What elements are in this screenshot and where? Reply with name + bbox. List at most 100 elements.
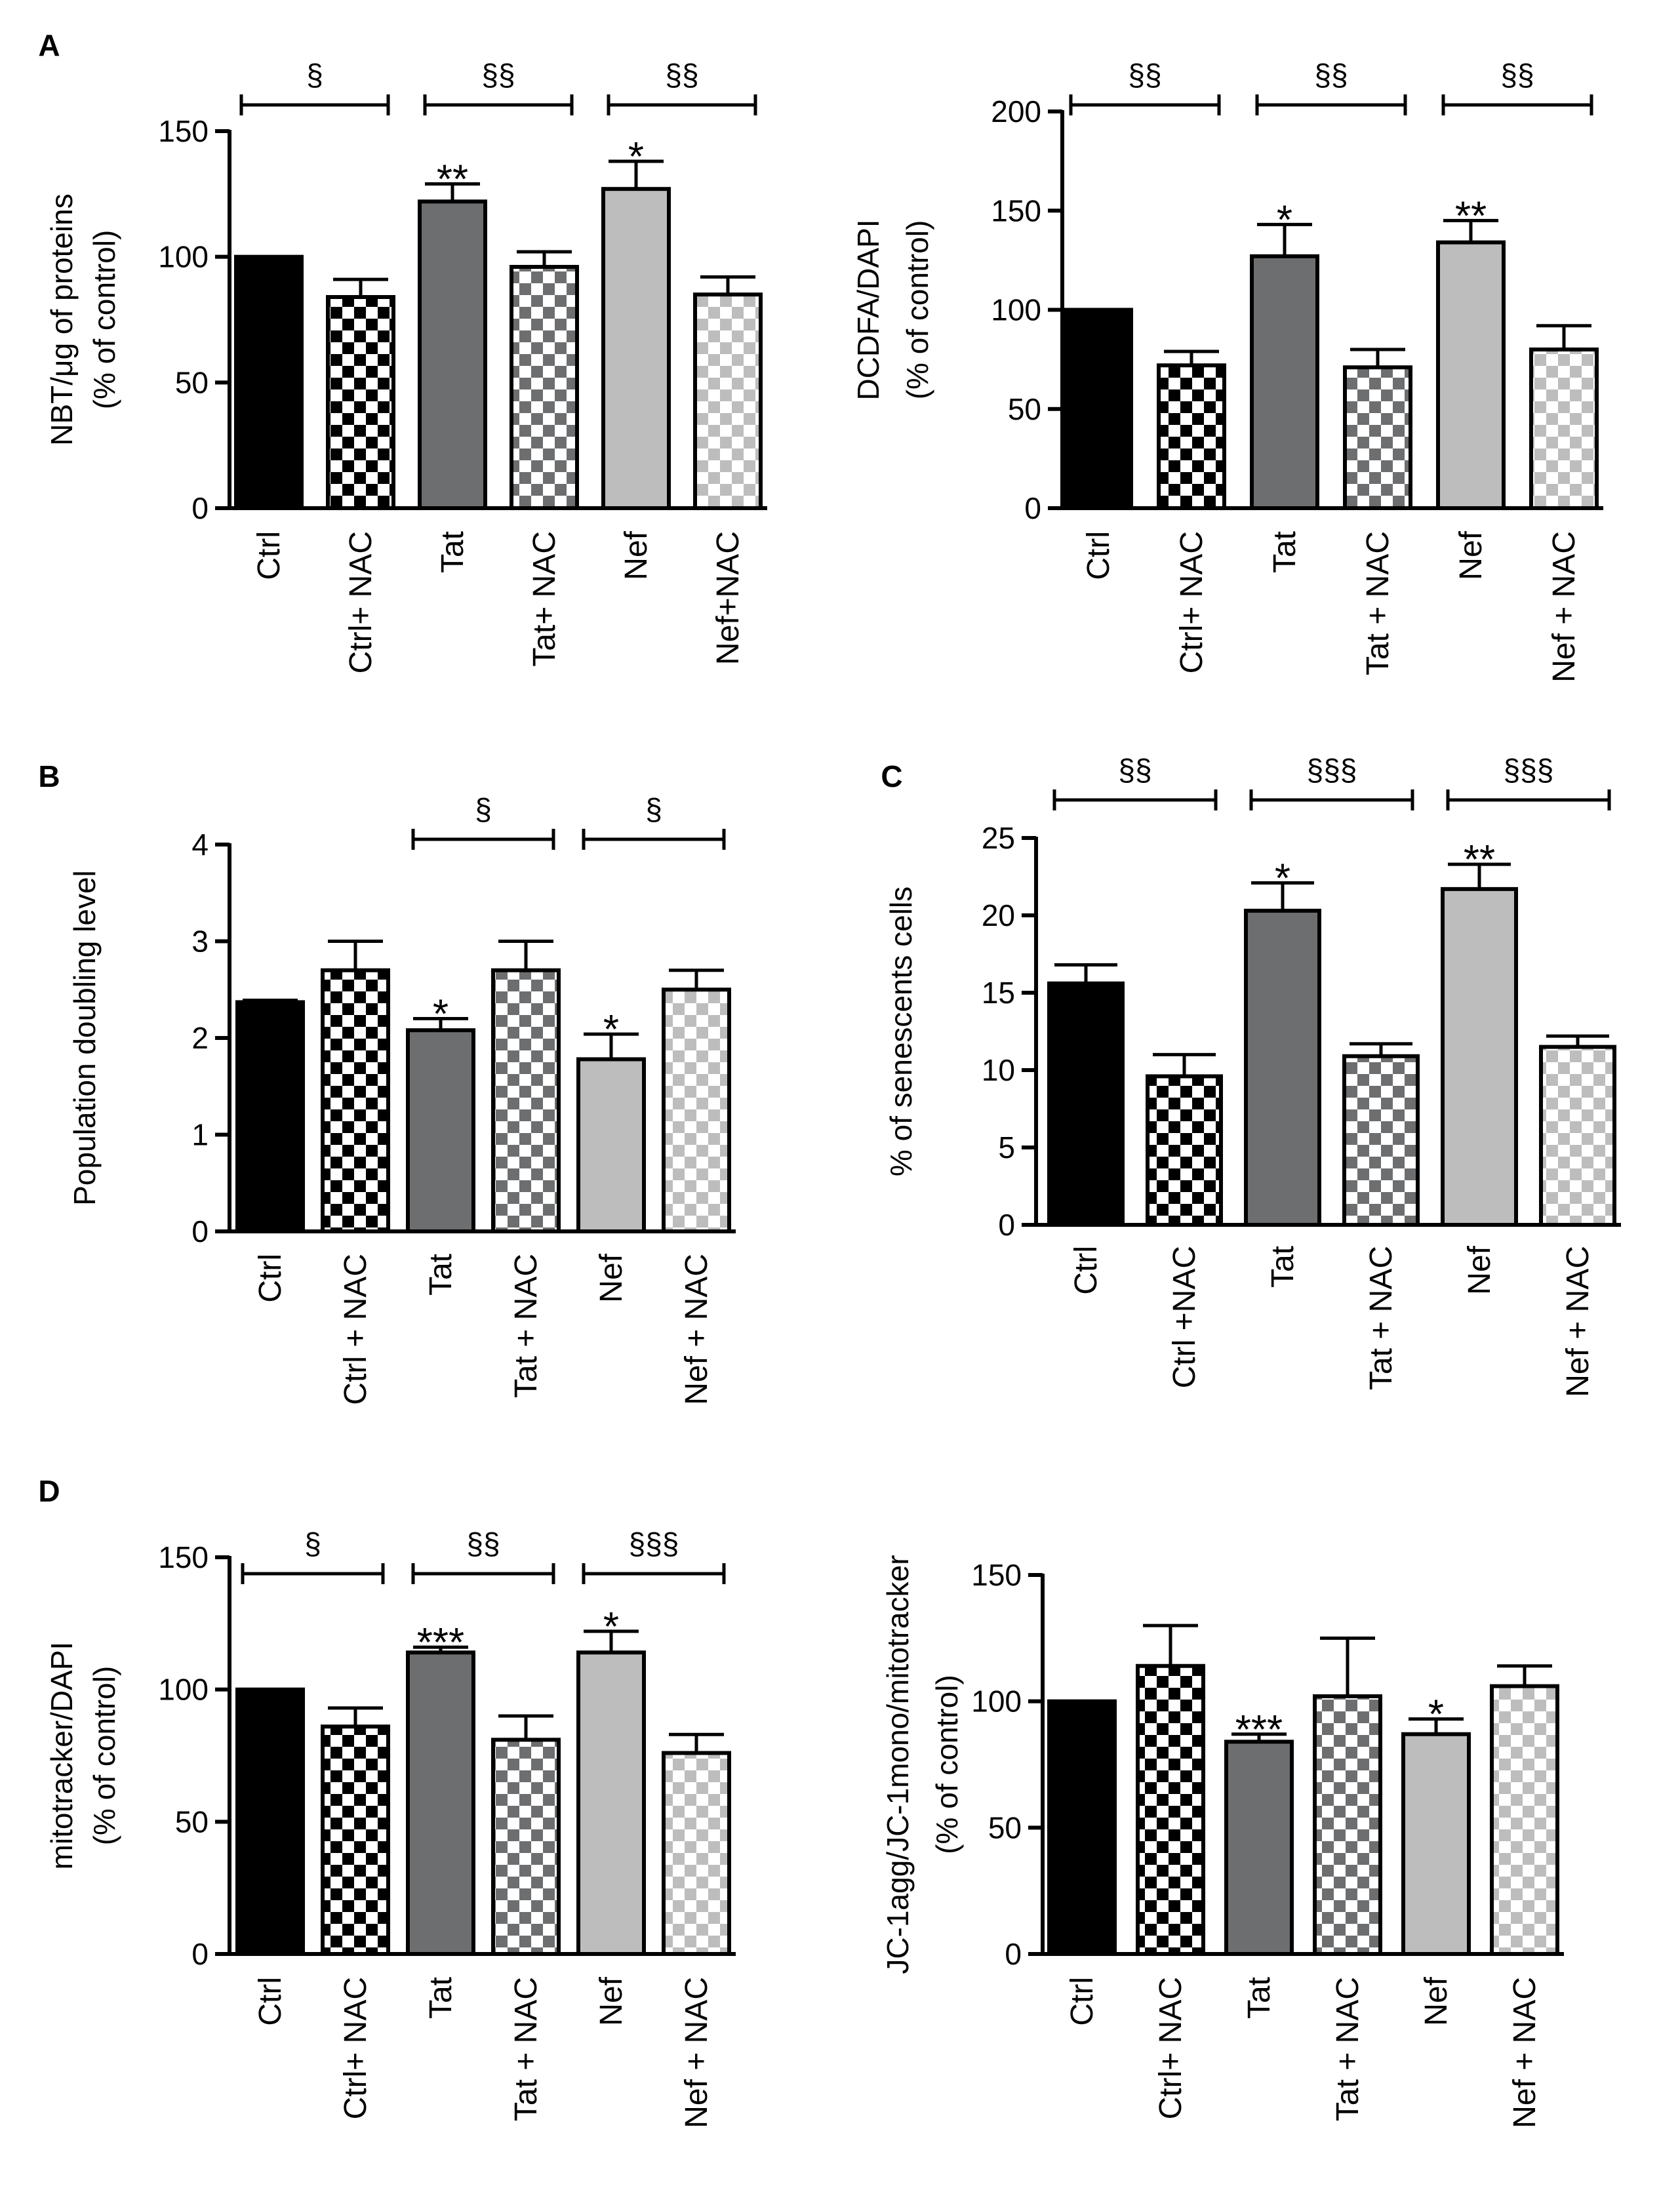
y-tick-label: 0	[191, 1937, 209, 1971]
y-axis-label: (% of control)	[900, 220, 934, 400]
x-category-label: Ctrl	[1065, 1977, 1100, 2026]
y-axis-label: DCDFA/DAPI	[851, 219, 885, 400]
y-tick-label: 100	[971, 1684, 1022, 1719]
y-tick-label: 4	[191, 827, 209, 862]
significance-star: **	[1464, 837, 1495, 883]
x-category-label: Tat + NAC	[1330, 1977, 1365, 2121]
bar	[1136, 1664, 1205, 1956]
x-category-label: Tat + NAC	[1361, 531, 1395, 675]
x-category-label: Nef + NAC	[1547, 531, 1582, 683]
bar	[601, 187, 671, 510]
bar	[406, 1028, 475, 1233]
significance-star: *	[603, 1007, 619, 1052]
bracket-label: §§	[665, 58, 698, 92]
bar	[326, 295, 395, 510]
x-category-label: Ctrl	[1069, 1246, 1104, 1295]
x-category-label: Nef	[1462, 1245, 1497, 1294]
bar	[1244, 908, 1321, 1227]
x-category-label: Tat	[1266, 1246, 1300, 1288]
bar	[491, 968, 561, 1233]
y-tick-label: 100	[991, 293, 1041, 327]
significance-star: *	[433, 992, 449, 1037]
x-category-label: Ctrl	[1081, 531, 1116, 580]
y-tick-label: 25	[982, 821, 1015, 855]
panel-letter: D	[38, 1474, 60, 1508]
bar	[510, 265, 579, 510]
y-axis-label: Population doubling level	[68, 870, 102, 1206]
bracket-label: §§§	[1307, 753, 1357, 787]
bracket-label: §§	[1118, 753, 1151, 787]
x-category-label: Nef + NAC	[1561, 1246, 1595, 1397]
bar	[234, 254, 304, 510]
x-category-label: Tat + NAC	[509, 1254, 544, 1398]
bar	[1343, 365, 1412, 510]
bracket-label: §	[645, 792, 662, 826]
y-tick-label: 100	[158, 240, 209, 274]
y-tick-label: 3	[191, 925, 209, 959]
x-category-label: Ctrl + NAC	[338, 1254, 373, 1405]
bracket-label: §	[306, 58, 323, 92]
bracket-label: §§	[1314, 58, 1348, 92]
bar	[235, 1687, 305, 1957]
panel-letter: B	[38, 759, 60, 793]
y-tick-label: 0	[998, 1208, 1015, 1242]
x-category-label: Nef	[1419, 1976, 1454, 2025]
x-category-label: Tat	[424, 1977, 458, 2019]
bar	[1436, 240, 1506, 510]
y-tick-label: 2	[191, 1021, 209, 1055]
y-tick-label: 0	[1005, 1937, 1022, 1971]
x-category-label: Tat	[1242, 1977, 1277, 2019]
x-category-label: Ctrl	[253, 1977, 288, 2026]
y-tick-label: 50	[175, 365, 209, 399]
bar	[1401, 1732, 1471, 1956]
bar	[1047, 1699, 1117, 1957]
bracket-label: §§	[481, 58, 515, 92]
bracket-label: §	[304, 1526, 321, 1561]
y-tick-label: 1	[191, 1118, 209, 1152]
x-category-label: Tat+ NAC	[527, 531, 562, 667]
bracket-label: §§§	[629, 1526, 679, 1561]
x-category-label: Nef+NAC	[711, 531, 746, 665]
x-category-label: Ctrl+ NAC	[338, 1977, 373, 2119]
y-tick-label: 100	[158, 1673, 209, 1707]
x-category-label: Nef	[1454, 530, 1489, 580]
chart-panel-5: D 0 50 100 150 mitotracker/DAPI (% of control)…	[38, 1474, 736, 2128]
x-category-label: Ctrl	[252, 531, 287, 580]
x-category-label: Nef + NAC	[1508, 1977, 1542, 2128]
significance-star: ***	[1235, 1707, 1283, 1753]
bracket-label: §§	[1500, 58, 1534, 92]
y-axis-label: (% of control)	[87, 230, 121, 410]
bar	[418, 199, 487, 510]
x-category-label: Tat + NAC	[1364, 1246, 1399, 1390]
y-axis-label: mitotracker/DAPI	[45, 1642, 79, 1870]
y-tick-label: 150	[991, 193, 1041, 228]
y-tick-label: 0	[191, 491, 209, 525]
y-tick-label: 200	[991, 94, 1041, 129]
panel-letter: A	[38, 28, 60, 62]
y-axis-label: NBT/μg of proteins	[45, 193, 79, 445]
chart-panel-3: B 0 1 2 3 4 Population doubling level Ctrl Ctrl …	[38, 759, 736, 1405]
chart-panel-2: 0 50 100 150 200 DCDFA/DAPI (% of control) Ctrl…	[851, 58, 1603, 683]
y-axis-label: (% of control)	[87, 1666, 121, 1846]
y-axis-label: JC-1agg/JC-1mono/mitotracker	[881, 1555, 915, 1974]
bar	[1342, 1054, 1420, 1227]
bar	[1157, 363, 1226, 511]
x-category-label: Ctrl +NAC	[1167, 1246, 1202, 1388]
significance-star: *	[1277, 197, 1292, 243]
y-tick-label: 150	[158, 114, 209, 148]
bar	[1529, 348, 1599, 510]
x-category-label: Nef	[594, 1976, 629, 2025]
bar	[406, 1650, 475, 1956]
y-tick-label: 50	[988, 1810, 1022, 1844]
chart-panel-6: 0 50 100 150 JC-1agg/JC-1mono/mitotracker (% …	[881, 1555, 1564, 2128]
bracket-label: §§§	[1504, 753, 1554, 787]
significance-star: ***	[417, 1620, 464, 1665]
chart-panel-4: C 0 5 10 15 20 25 % of senescents cells Ctrl Ctrl…	[881, 753, 1621, 1397]
chart-panel-1: A 0 50 100 150 NBT/μg of proteins (% of contro…	[38, 28, 767, 673]
bar	[1224, 1740, 1294, 1957]
x-category-label: Tat + NAC	[509, 1977, 544, 2121]
y-tick-label: 10	[982, 1053, 1015, 1087]
significance-star: **	[437, 157, 468, 203]
bar	[1313, 1694, 1382, 1956]
bar	[576, 1057, 646, 1233]
